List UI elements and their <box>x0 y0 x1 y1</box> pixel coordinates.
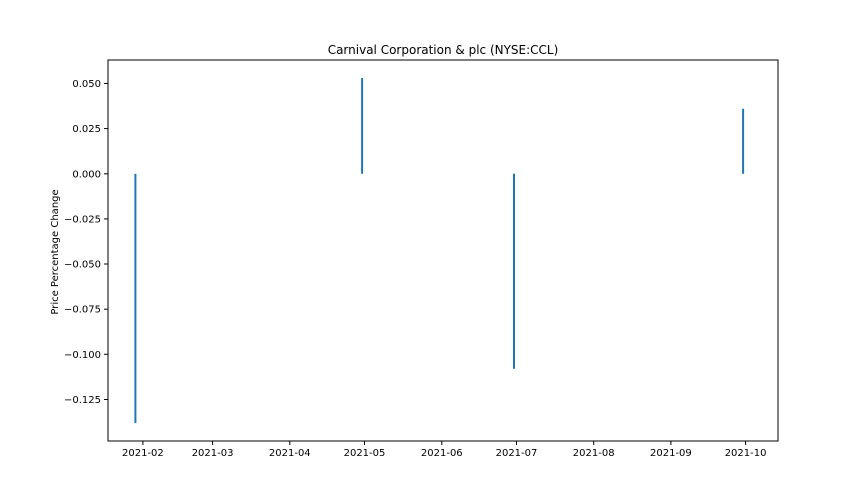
x-tick-label: 2021-05 <box>344 448 386 459</box>
x-tick-label: 2021-06 <box>421 448 463 459</box>
x-tick-label: 2021-02 <box>122 448 164 459</box>
y-tick-label: −0.125 <box>64 395 101 406</box>
bar-2021-01-29 <box>134 173 137 423</box>
y-tick-label: 0.050 <box>72 79 101 90</box>
x-tick-label: 2021-09 <box>650 448 692 459</box>
x-tick-label: 2021-03 <box>192 448 234 459</box>
bar-2021-04-30 <box>361 78 364 174</box>
plot-frame <box>107 59 779 442</box>
y-tick-label: −0.075 <box>64 305 101 316</box>
x-tick-label: 2021-08 <box>573 448 615 459</box>
y-tick-label: −0.025 <box>64 214 101 225</box>
y-tick-label: 0.025 <box>72 124 101 135</box>
bar-2021-06-30 <box>513 173 515 369</box>
y-axis-label: Price Percentage Change <box>50 189 61 314</box>
y-tick-label: −0.050 <box>64 260 101 271</box>
y-ticks-group: 0.050 0.025 0.000 −0.025 −0.050 −0.075 −0.100 −… <box>64 79 108 406</box>
x-ticks-group: 2021-02 2021-03 2021-04 2021-05 2021-06 2021-… <box>122 441 766 459</box>
y-tick-label: −0.100 <box>64 350 101 361</box>
x-tick-label: 2021-07 <box>496 448 538 459</box>
x-tick-label: 2021-04 <box>269 448 311 459</box>
bar-2021-09-30 <box>742 108 745 174</box>
chart-title: Carnival Corporation & plc (NYSE:CCL) <box>328 43 559 57</box>
x-tick-label: 2021-10 <box>725 448 767 459</box>
y-tick-label: 0.000 <box>72 169 101 180</box>
bars-group <box>134 78 745 423</box>
